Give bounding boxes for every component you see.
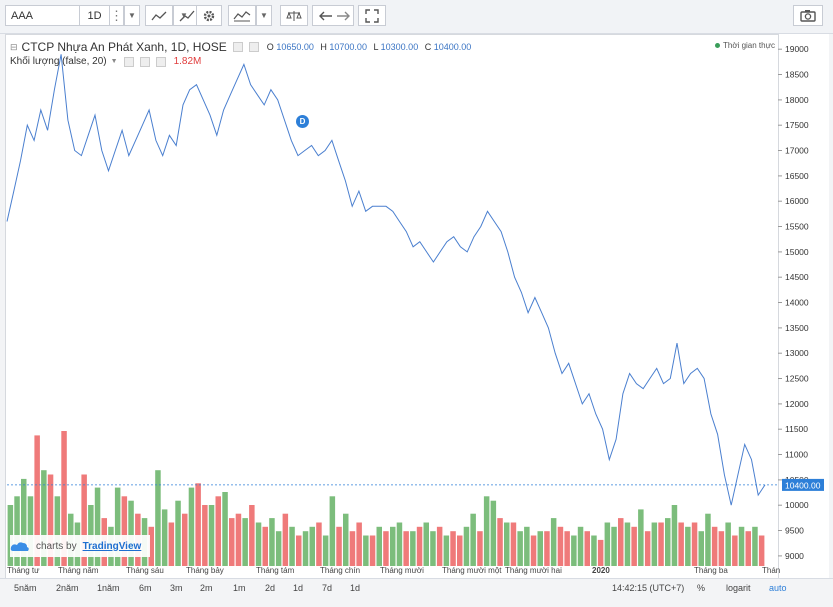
top-toolbar: AAA 1D ⋮ ▼ ▼ ▼ — [0, 0, 833, 34]
volume-close-icon[interactable] — [155, 56, 166, 67]
low-value: 10300.00 — [380, 42, 419, 52]
range-button[interactable]: 1năm — [97, 583, 120, 593]
range-button[interactable]: 2d — [265, 583, 276, 593]
interval-button[interactable]: 1D — [80, 5, 110, 26]
range-button[interactable]: 1d — [293, 583, 304, 593]
range-button[interactable]: 2năm — [56, 583, 79, 593]
indicators-dropdown-button[interactable]: ▼ — [256, 5, 272, 26]
line-chart-icon — [151, 11, 167, 20]
screenshot-button[interactable] — [793, 5, 823, 26]
chart-title: CTCP Nhựa An Phát Xanh, 1D, HOSE — [21, 40, 227, 54]
logo-prefix: charts by — [36, 540, 77, 552]
compare-button[interactable] — [280, 5, 308, 26]
open-value: 10650.00 — [276, 42, 314, 52]
collapse-icon[interactable]: ⊟ — [10, 41, 18, 52]
main-legend: ⊟ CTCP Nhựa An Phát Xanh, 1D, HOSE O 106… — [10, 40, 475, 54]
volume-settings-icon[interactable] — [139, 56, 150, 67]
chart-style-button[interactable] — [145, 5, 173, 26]
visibility-icon[interactable] — [232, 42, 243, 52]
price-axis[interactable] — [778, 34, 829, 578]
camera-icon — [800, 10, 816, 22]
undo-icon — [319, 11, 332, 20]
realtime-label: Thời gian thực — [723, 41, 775, 50]
percent-toggle[interactable]: % — [697, 583, 706, 593]
chart-frame — [5, 34, 829, 596]
settings-button[interactable] — [196, 5, 222, 26]
auto-toggle[interactable]: auto — [769, 583, 787, 593]
range-button[interactable]: 7d — [322, 583, 333, 593]
realtime-dot-icon — [715, 43, 720, 48]
chart-type-dropdown-button[interactable]: ▼ — [180, 11, 188, 20]
volume-visibility-icon[interactable] — [123, 56, 134, 67]
volume-label: Khối lượng (false, 20) — [10, 56, 107, 67]
logo-brand[interactable]: TradingView — [82, 540, 142, 552]
volume-value: 1.82M — [173, 56, 202, 67]
cloud-icon — [10, 542, 29, 551]
indicators-icon — [233, 10, 251, 21]
dividend-marker[interactable]: D — [296, 115, 309, 128]
fullscreen-button[interactable] — [358, 5, 386, 26]
range-button[interactable]: 1m — [233, 583, 246, 593]
interval-dropdown-button[interactable]: ▼ — [124, 5, 140, 26]
range-button[interactable]: 3m — [170, 583, 183, 593]
tradingview-logo[interactable]: charts by TradingView — [10, 535, 150, 557]
clock: 14:42:15 (UTC+7) — [612, 583, 685, 593]
range-button[interactable]: 5năm — [14, 583, 37, 593]
redo-icon — [336, 11, 350, 20]
gear-icon — [203, 10, 215, 21]
volume-dropdown-icon[interactable]: ▼ — [110, 58, 118, 65]
log-toggle[interactable]: logarit — [726, 583, 751, 593]
more-options-button[interactable]: ⋮ — [110, 5, 124, 26]
fullscreen-icon — [365, 8, 379, 23]
close-value: 10400.00 — [433, 42, 472, 52]
symbol-input[interactable]: AAA — [5, 5, 80, 26]
realtime-indicator: Thời gian thực — [715, 41, 775, 50]
scale-icon — [286, 10, 302, 21]
high-value: 10700.00 — [329, 42, 367, 52]
trend-icon — [179, 10, 195, 21]
bottom-toolbar — [0, 578, 833, 607]
range-button[interactable]: 2m — [200, 583, 213, 593]
range-button[interactable]: 6m — [139, 583, 152, 593]
volume-legend: Khối lượng (false, 20) ▼ 1.82M — [10, 56, 201, 67]
settings-mini-icon[interactable] — [248, 42, 259, 52]
indicators-button[interactable] — [228, 5, 256, 26]
redo-button[interactable] — [332, 5, 354, 26]
range-button[interactable]: 1d — [350, 583, 361, 593]
ohlc-values: O 10650.00 H 10700.00 L 10300.00 C 10400… — [266, 42, 472, 52]
